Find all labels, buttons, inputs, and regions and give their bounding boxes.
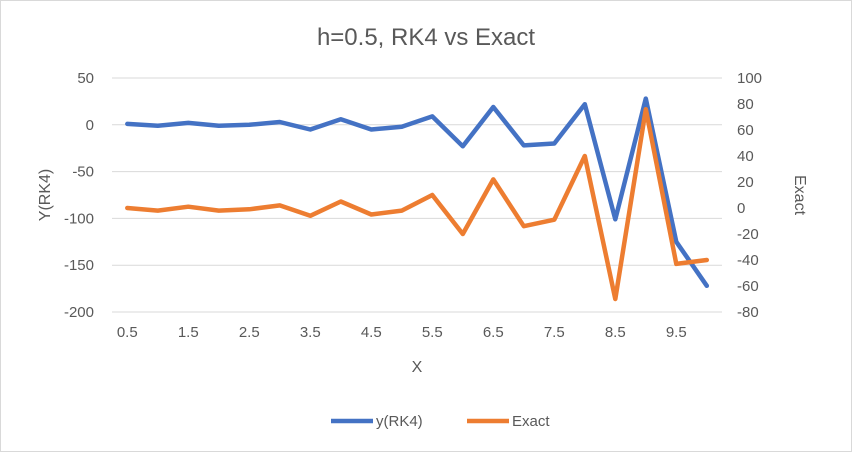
right-axis-label: Exact: [791, 175, 808, 216]
y2-tick-label: 20: [737, 174, 754, 191]
left-axis-ticks: 50 0 -50 -100 -150 -200: [64, 70, 94, 321]
x-tick-label: 8.5: [605, 324, 626, 341]
y-tick-label: -200: [64, 304, 94, 321]
x-tick-label: 3.5: [300, 324, 321, 341]
y2-tick-label: 100: [737, 70, 762, 87]
y-tick-label: 50: [77, 70, 94, 87]
series-line-y-rk4: [125, 96, 710, 289]
y2-tick-label: 0: [737, 200, 745, 217]
legend-label: y(RK4): [376, 413, 423, 430]
x-tick-label: 6.5: [483, 324, 504, 341]
legend: y(RK4) Exact: [331, 413, 550, 430]
right-axis-ticks: 100 80 60 40 20 0 -20 -40 -60 -80: [737, 70, 762, 321]
x-tick-label: 7.5: [544, 324, 565, 341]
y2-tick-label: -60: [737, 278, 759, 295]
y2-tick-label: 80: [737, 96, 754, 113]
x-axis-label: X: [412, 359, 423, 376]
y2-tick-label: -80: [737, 304, 759, 321]
chart-title: h=0.5, RK4 vs Exact: [317, 24, 535, 51]
series-line-exact: [125, 106, 710, 302]
y2-tick-label: 40: [737, 148, 754, 165]
x-tick-label: 4.5: [361, 324, 382, 341]
x-tick-label: 1.5: [178, 324, 199, 341]
left-axis-label: Y(RK4): [37, 169, 54, 221]
y2-tick-label: -20: [737, 226, 759, 243]
legend-label: Exact: [512, 413, 550, 430]
x-tick-label: 9.5: [666, 324, 687, 341]
series-lines: [125, 96, 710, 302]
y-tick-label: 0: [86, 117, 94, 134]
y-tick-label: -150: [64, 257, 94, 274]
x-tick-label: 0.5: [117, 324, 138, 341]
x-axis-ticks: 0.5 1.5 2.5 3.5 4.5 5.5 6.5 7.5 8.5 9.5: [117, 324, 687, 341]
y-tick-label: -100: [64, 210, 94, 227]
y2-tick-label: 60: [737, 122, 754, 139]
x-tick-label: 2.5: [239, 324, 260, 341]
y-tick-label: -50: [72, 164, 94, 181]
y2-tick-label: -40: [737, 252, 759, 269]
x-tick-label: 5.5: [422, 324, 443, 341]
